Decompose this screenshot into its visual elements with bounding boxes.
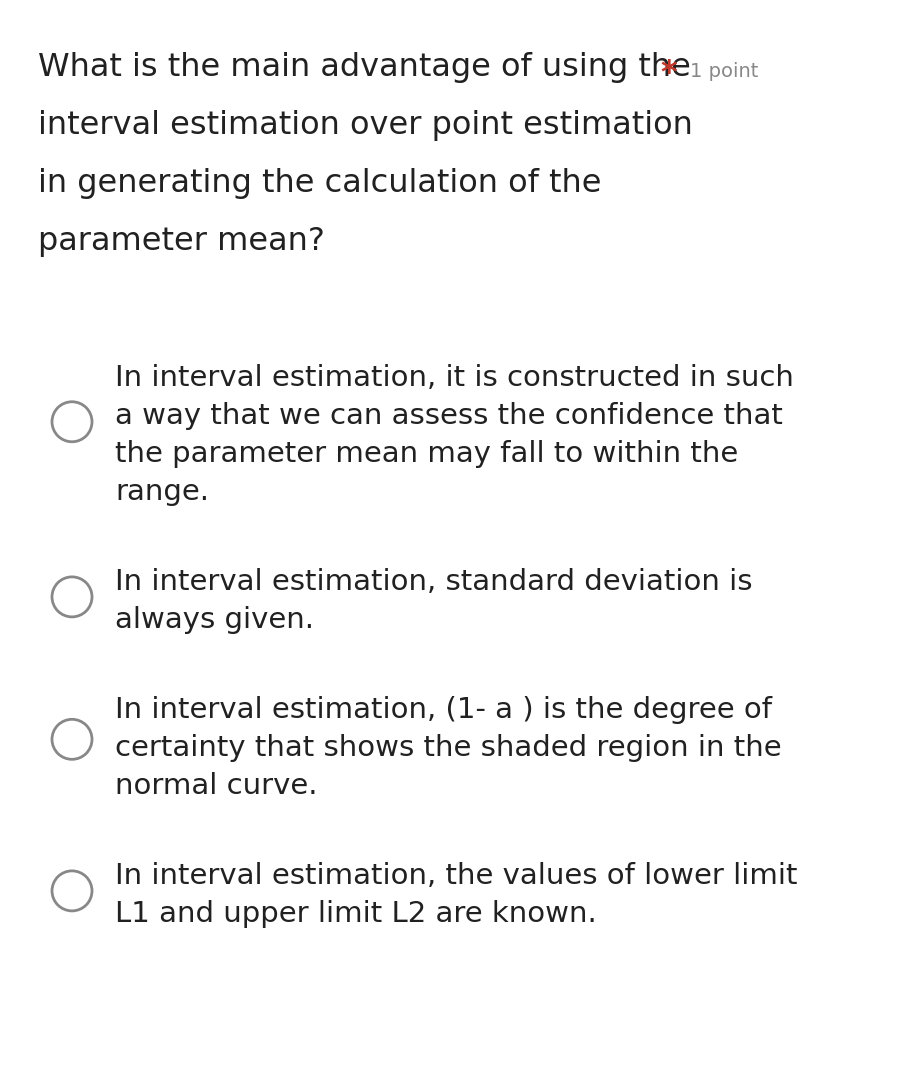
Text: parameter mean?: parameter mean? [38, 226, 325, 258]
Text: L1 and upper limit L2 are known.: L1 and upper limit L2 are known. [115, 900, 596, 928]
Text: *: * [660, 58, 676, 89]
Text: In interval estimation, the values of lower limit: In interval estimation, the values of lo… [115, 862, 797, 890]
Text: normal curve.: normal curve. [115, 771, 317, 800]
Text: In interval estimation, it is constructed in such: In interval estimation, it is constructe… [115, 364, 794, 392]
Text: the parameter mean may fall to within the: the parameter mean may fall to within th… [115, 440, 738, 468]
Text: interval estimation over point estimation: interval estimation over point estimatio… [38, 111, 693, 141]
Text: In interval estimation, standard deviation is: In interval estimation, standard deviati… [115, 568, 753, 596]
Text: range.: range. [115, 477, 209, 506]
Text: In interval estimation, (1- a ) is the degree of: In interval estimation, (1- a ) is the d… [115, 696, 772, 724]
Text: What is the main advantage of using the: What is the main advantage of using the [38, 52, 691, 83]
Text: 1 point: 1 point [690, 62, 758, 80]
Text: always given.: always given. [115, 606, 314, 634]
Text: certainty that shows the shaded region in the: certainty that shows the shaded region i… [115, 734, 782, 762]
Text: a way that we can assess the confidence that: a way that we can assess the confidence … [115, 402, 783, 430]
Text: in generating the calculation of the: in generating the calculation of the [38, 168, 602, 199]
